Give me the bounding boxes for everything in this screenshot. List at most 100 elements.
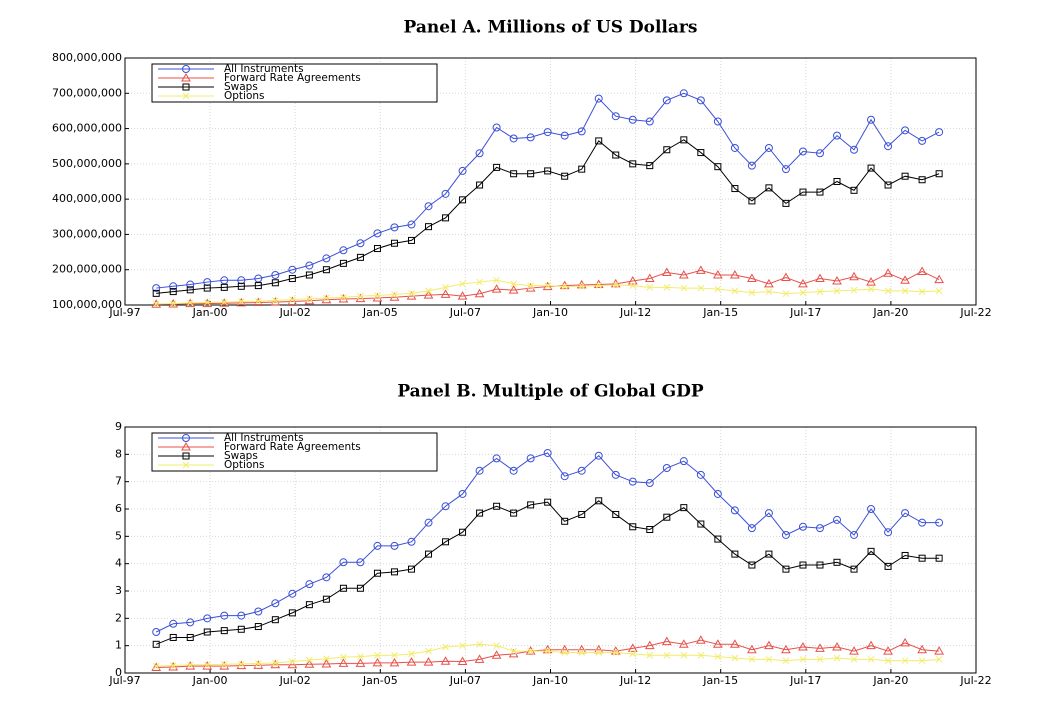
data-point (237, 282, 245, 290)
data-point (901, 172, 909, 180)
data-point (220, 276, 229, 285)
data-point (713, 489, 722, 498)
data-point (254, 607, 263, 616)
data-point (697, 520, 705, 528)
data-point (764, 640, 774, 650)
data-point (799, 655, 807, 663)
x-tick-label: Jan-20 (872, 306, 908, 319)
series-line (156, 139, 940, 294)
data-point (799, 561, 807, 569)
x-tick-label: Jul-07 (449, 674, 481, 687)
data-point (322, 595, 330, 603)
legend-label: Swaps (224, 450, 258, 462)
data-point (185, 661, 196, 670)
data-point (152, 284, 161, 293)
legend-marker (182, 461, 190, 469)
data-point (373, 245, 381, 253)
data-point (289, 658, 296, 665)
data-point (731, 654, 739, 662)
data-point (527, 282, 534, 289)
data-point (424, 202, 433, 211)
data-point (935, 554, 943, 562)
data-point (696, 470, 705, 479)
data-point (305, 601, 313, 609)
data-point (595, 137, 603, 145)
data-point (151, 662, 162, 672)
data-point (186, 280, 195, 289)
data-point (884, 528, 893, 537)
data-point (440, 656, 451, 665)
series-line (156, 639, 940, 669)
y-tick-label: 400,000,000 (52, 192, 122, 205)
data-point (306, 656, 313, 664)
x-tick-label: Jul-02 (279, 674, 311, 687)
data-point (884, 181, 892, 189)
data-point (425, 550, 433, 558)
data-point (747, 644, 757, 654)
data-point (644, 273, 655, 283)
data-point (815, 524, 824, 533)
data-point (475, 466, 484, 475)
data-point (152, 662, 160, 670)
data-point (390, 223, 399, 232)
data-point (730, 506, 739, 515)
data-point (220, 298, 228, 306)
data-point (850, 286, 858, 294)
data-point (407, 537, 416, 546)
data-point (271, 599, 280, 608)
data-point (560, 472, 569, 481)
x-tick-label: Jul-12 (619, 306, 651, 319)
y-tick-label: 0 (115, 666, 122, 679)
x-tick-label: Jul-17 (789, 306, 821, 319)
data-point (815, 273, 825, 283)
data-point (220, 627, 228, 635)
data-point (527, 501, 535, 509)
data-point (849, 646, 859, 655)
x-tick-label: Jul-07 (449, 306, 481, 319)
data-point (544, 647, 552, 655)
data-point (680, 504, 688, 512)
x-tick-label: Jan-10 (532, 306, 568, 319)
data-point (697, 284, 705, 292)
series-line (156, 92, 940, 289)
data-point (305, 271, 313, 279)
data-point (493, 163, 501, 171)
data-point (934, 646, 944, 655)
data-point (390, 541, 399, 550)
data-point (798, 642, 808, 651)
data-point (237, 660, 245, 668)
data-point (663, 146, 671, 154)
data-point (492, 123, 501, 132)
data-point (714, 163, 722, 171)
data-point (765, 655, 773, 663)
data-point (816, 288, 824, 295)
data-point (646, 651, 654, 659)
data-point (714, 285, 722, 293)
data-point (254, 623, 262, 631)
data-point (799, 188, 807, 196)
data-point (731, 185, 739, 193)
data-point (782, 565, 790, 573)
x-tick-label: Jan-05 (362, 306, 398, 319)
data-point (442, 284, 449, 291)
data-point (867, 505, 876, 513)
legend-label: Options (224, 90, 265, 102)
data-point (781, 165, 790, 174)
data-point (747, 524, 756, 533)
chart-title: Panel B. Multiple of Global GDP (397, 382, 704, 402)
data-point (203, 278, 212, 287)
data-point (186, 299, 194, 307)
data-point (442, 538, 450, 546)
data-point (457, 656, 468, 666)
data-point (509, 466, 518, 475)
data-point (781, 272, 791, 281)
data-point (695, 635, 706, 644)
data-point (884, 562, 892, 570)
data-point (442, 643, 449, 651)
data-point (628, 477, 637, 486)
series-line (156, 279, 940, 305)
data-point (680, 284, 688, 292)
data-point (917, 266, 927, 275)
data-point (730, 143, 739, 152)
